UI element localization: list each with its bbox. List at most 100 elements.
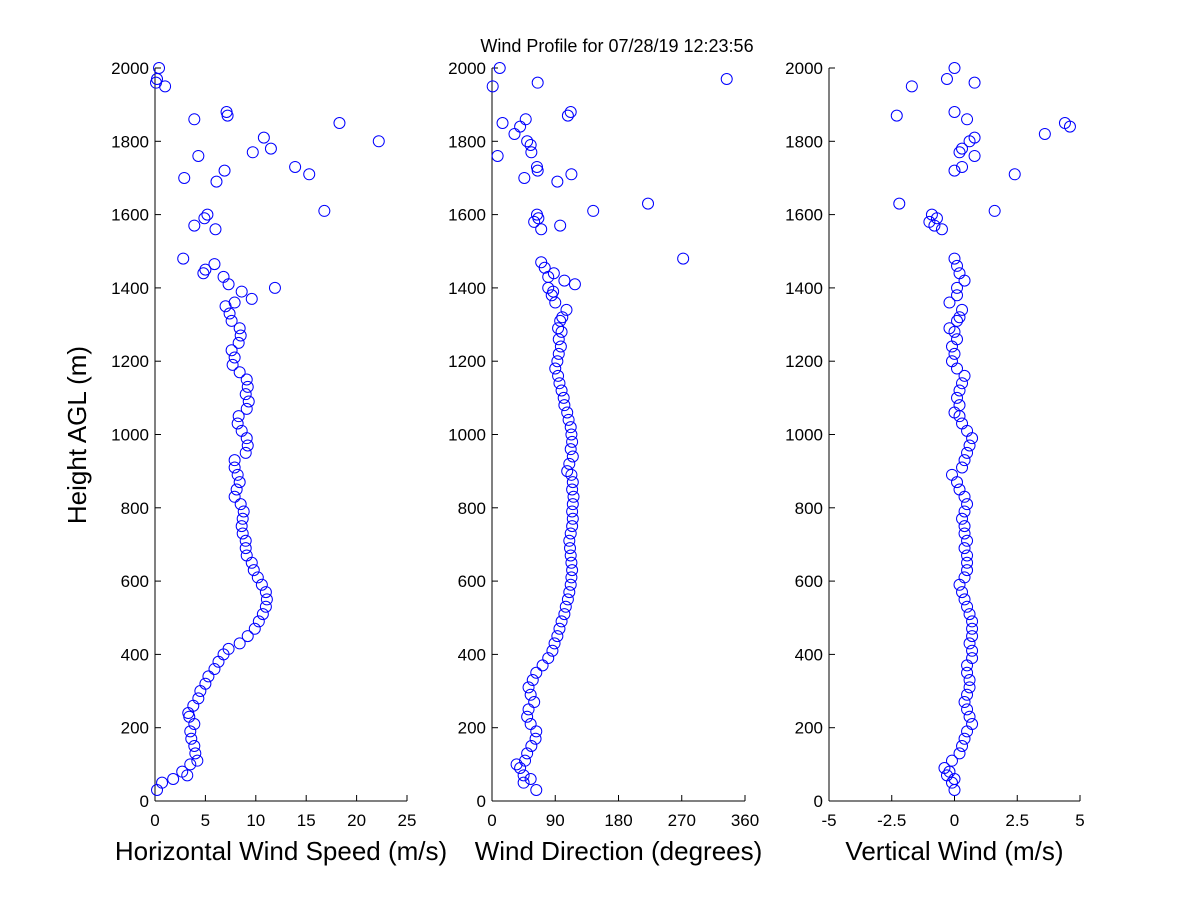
data-point: [563, 534, 576, 547]
x-axis-label: Horizontal Wind Speed (m/s): [115, 836, 447, 866]
data-point: [945, 754, 958, 767]
data-point: [956, 160, 969, 173]
data-point: [966, 718, 979, 731]
data-point: [564, 578, 577, 591]
data-point: [535, 256, 548, 269]
data-point: [968, 149, 981, 162]
data-point: [521, 710, 534, 723]
data-point: [961, 556, 974, 569]
data-point: [565, 168, 578, 181]
data-point: [953, 399, 966, 412]
data-point: [958, 696, 971, 709]
data-point: [521, 135, 534, 148]
y-tick-label: 0: [814, 792, 823, 811]
data-point: [530, 160, 543, 173]
data-point: [530, 784, 543, 797]
data-point: [228, 454, 241, 467]
data-point: [953, 384, 966, 397]
data-point: [256, 608, 269, 621]
data-point: [562, 413, 575, 426]
panel-speed: 0 200 400 600 800 1000 1200 1400 1600 1800 2000 0 5 1…: [111, 59, 447, 866]
y-tick-label: 200: [121, 719, 149, 738]
data-point: [260, 593, 273, 606]
data-point: [564, 105, 577, 118]
y-tick-label: 1400: [448, 279, 486, 298]
data-point: [519, 754, 532, 767]
data-point: [956, 461, 969, 474]
data-point: [968, 76, 981, 89]
y-tick-label: 1200: [111, 352, 149, 371]
data-point: [202, 670, 215, 683]
data-point: [333, 116, 346, 129]
data-point: [963, 637, 976, 650]
data-point: [968, 131, 981, 144]
panel-direction: 0 200 400 600 800 1000 1200 1400 1600 1800 2000 0 90…: [448, 59, 762, 866]
x-tick-label: 5: [1075, 811, 1084, 830]
data-point: [958, 454, 971, 467]
data-point: [209, 223, 222, 236]
data-point: [549, 362, 562, 375]
data-point: [642, 197, 655, 210]
data-point: [951, 391, 964, 404]
data-point: [528, 696, 541, 709]
data-point: [905, 80, 918, 93]
data-point: [241, 439, 254, 452]
x-tick-label: 20: [347, 811, 366, 830]
x-tick-label: 5: [201, 811, 210, 830]
data-point: [956, 740, 969, 753]
data-point: [1058, 116, 1071, 129]
data-point: [961, 549, 974, 562]
data-point: [268, 281, 281, 294]
data-point: [486, 80, 499, 93]
data-point: [185, 732, 198, 745]
data-point: [521, 747, 534, 760]
data-point: [961, 498, 974, 511]
y-tick-label: 1800: [111, 132, 149, 151]
x-tick-label: 360: [731, 811, 759, 830]
data-point: [201, 208, 214, 221]
data-point: [236, 527, 249, 540]
data-point: [948, 105, 961, 118]
data-point: [167, 773, 180, 786]
y-tick-label: 0: [140, 792, 149, 811]
data-point: [233, 322, 246, 335]
data-point: [222, 642, 235, 655]
figure-title: Wind Profile for 07/28/19 12:23:56: [480, 36, 753, 56]
data-point: [240, 402, 253, 415]
data-point: [554, 219, 567, 232]
data-point: [184, 725, 197, 738]
data-point: [240, 549, 253, 562]
data-point: [948, 252, 961, 265]
y-tick-label: 400: [121, 645, 149, 664]
data-point: [958, 369, 971, 382]
data-point: [567, 490, 580, 503]
data-point: [517, 769, 530, 782]
data-point: [223, 307, 236, 320]
data-point: [491, 149, 504, 162]
x-tick-label: 270: [668, 811, 696, 830]
data-point: [236, 512, 249, 525]
y-tick-label: 600: [458, 572, 486, 591]
x-tick-label: -5: [821, 811, 836, 830]
data-point: [239, 534, 252, 547]
data-point: [218, 164, 231, 177]
data-point: [720, 72, 733, 85]
data-point: [234, 329, 247, 342]
data-point: [228, 490, 241, 503]
data-point: [958, 520, 971, 533]
data-point: [951, 259, 964, 272]
y-tick-label: 1800: [448, 132, 486, 151]
data-point: [560, 303, 573, 316]
data-point: [239, 446, 252, 459]
x-tick-label: 90: [546, 811, 565, 830]
data-point: [1008, 168, 1021, 181]
data-point: [303, 168, 316, 181]
x-tick-label: 25: [398, 811, 417, 830]
y-tick-label: 600: [795, 572, 823, 591]
data-point: [563, 586, 576, 599]
data-point: [553, 377, 566, 390]
data-point: [257, 131, 270, 144]
data-point: [242, 395, 255, 408]
y-tick-label: 1200: [785, 352, 823, 371]
